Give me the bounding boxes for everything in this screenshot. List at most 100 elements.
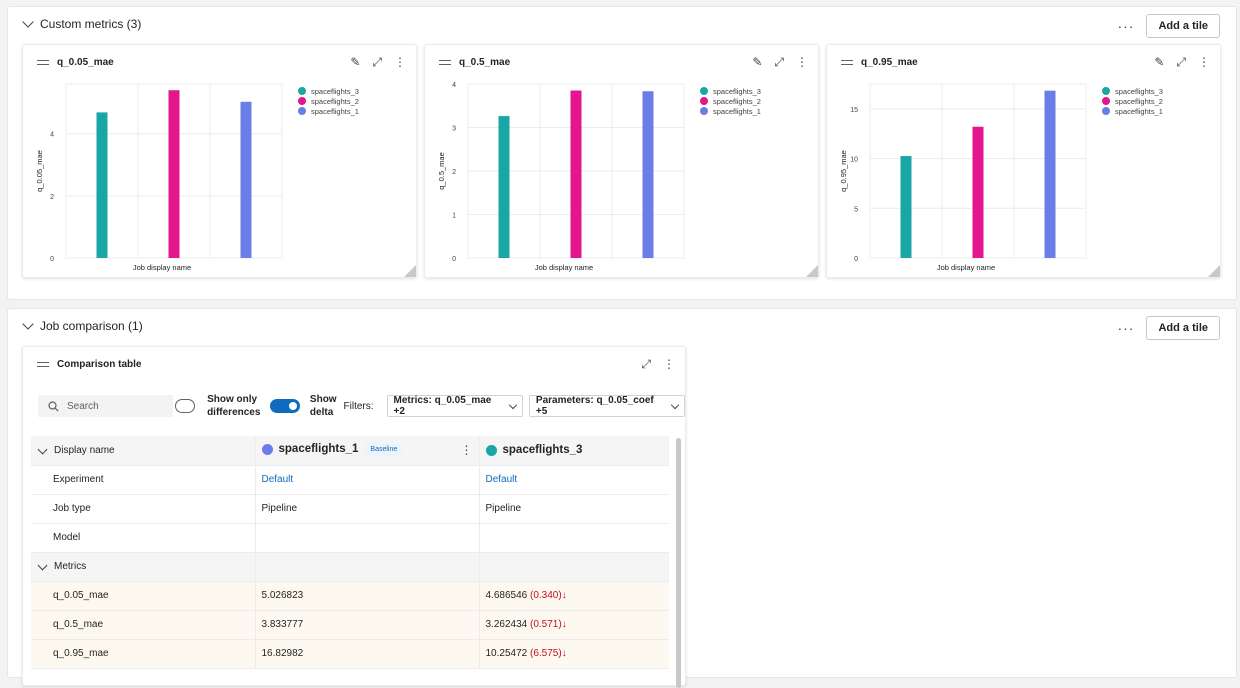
chevron-down-icon[interactable]: [37, 560, 48, 571]
x-axis-label: Job display name: [133, 263, 191, 272]
resize-handle-icon[interactable]: [1208, 265, 1220, 277]
bar-chart: 0 2 4 Job display name q_0.05_mae spaceflight…: [35, 83, 359, 272]
legend-swatch: [700, 87, 708, 95]
search-icon: [48, 400, 59, 412]
legend-swatch: [298, 107, 306, 115]
comparison-table: Display name spaceflights_1 Baseline ⋮ sp…: [31, 436, 669, 669]
expand-icon[interactable]: ⤢: [641, 357, 651, 371]
legend-label: spaceflights_2: [713, 97, 761, 106]
legend-label: spaceflights_1: [713, 107, 761, 116]
delta-value: (0.571): [530, 619, 562, 630]
more-vertical-icon[interactable]: ⋮: [460, 443, 473, 458]
expand-icon[interactable]: ⤢: [372, 55, 382, 69]
legend-label: spaceflights_3: [713, 87, 761, 96]
filter-bar: Search Show only differences Show delta …: [38, 393, 686, 419]
custom-metrics-header[interactable]: Custom metrics (3): [22, 16, 142, 31]
legend-swatch: [298, 87, 306, 95]
search-input[interactable]: Search: [38, 395, 174, 417]
chart-tile-q05: 0 1 2 3 4 Job display name q_0.5_mae spacefligh…: [424, 44, 819, 278]
table-header-row: Display name spaceflights_1 Baseline ⋮ sp…: [31, 436, 669, 466]
edit-icon[interactable]: ✎: [1154, 55, 1165, 69]
group-label[interactable]: Metrics: [31, 552, 255, 582]
resize-handle-icon[interactable]: [806, 265, 818, 277]
more-vertical-icon[interactable]: ⋮: [1198, 55, 1210, 69]
more-vertical-icon[interactable]: ⋮: [663, 357, 675, 371]
y-tick-label: 5: [854, 206, 858, 213]
row-label: q_0.05_mae: [31, 581, 255, 611]
more-options-icon[interactable]: ···: [1117, 18, 1135, 34]
job-comparison-header[interactable]: Job comparison (1): [22, 318, 143, 333]
filters-label: Filters:: [343, 400, 374, 412]
bar-chart: 0 5 10 15 Job display name q_0.95_mae spacefli…: [839, 83, 1163, 272]
add-tile-button[interactable]: Add a tile: [1146, 14, 1220, 38]
resize-handle-icon[interactable]: [404, 265, 416, 277]
metrics-filter-dropdown[interactable]: Metrics: q_0.05_mae +2: [386, 395, 523, 417]
more-vertical-icon[interactable]: ⋮: [394, 55, 406, 69]
run-column-header[interactable]: spaceflights_3: [478, 436, 669, 466]
run-name: spaceflights_3: [502, 444, 583, 457]
section-title: Custom metrics (3): [40, 17, 142, 31]
chevron-down-icon[interactable]: [37, 444, 48, 455]
legend-swatch: [700, 97, 708, 105]
drag-handle-icon[interactable]: [37, 362, 49, 367]
legend-swatch: [1102, 87, 1110, 95]
edit-icon[interactable]: ✎: [350, 55, 361, 69]
arrow-down-icon: ↓: [561, 590, 567, 601]
chevron-down-icon[interactable]: [22, 318, 34, 330]
more-options-icon[interactable]: ···: [1117, 320, 1135, 336]
baseline-badge: Baseline: [364, 443, 404, 457]
table-row: q_0.05_mae 5.026823 4.686546 (0.340)↓: [31, 581, 669, 611]
chart-tile-q005: 0 2 4 Job display name q_0.05_mae spaceflight…: [22, 44, 417, 278]
more-vertical-icon[interactable]: ⋮: [796, 55, 808, 69]
run-column-header[interactable]: spaceflights_1 Baseline ⋮: [254, 436, 479, 466]
drag-handle-icon[interactable]: [841, 60, 853, 65]
y-tick-label: 2: [452, 169, 456, 176]
table-row: Experiment Default Default: [31, 465, 669, 495]
edit-icon[interactable]: ✎: [752, 55, 763, 69]
bar-spaceflights_1: [642, 91, 654, 258]
experiment-link[interactable]: Default: [478, 465, 669, 495]
bar-spaceflights_2: [570, 90, 582, 259]
row-label: Experiment: [31, 465, 255, 495]
add-tile-button[interactable]: Add a tile: [1146, 316, 1220, 340]
legend-label: spaceflights_3: [1115, 87, 1163, 96]
job-comparison-section: Job comparison (1) ··· Add a tile Compar…: [7, 308, 1237, 688]
search-placeholder: Search: [67, 400, 99, 412]
tile-title: q_0.5_mae: [459, 57, 511, 68]
chevron-down-icon: [508, 400, 518, 409]
drag-handle-icon[interactable]: [439, 60, 451, 65]
arrow-down-icon: ↓: [561, 648, 567, 659]
parameters-filter-dropdown[interactable]: Parameters: q_0.05_coef +5: [528, 395, 686, 417]
chevron-down-icon: [670, 400, 680, 409]
run-name: spaceflights_1: [278, 443, 359, 456]
expand-icon[interactable]: ⤢: [774, 55, 784, 69]
chart-tile-q095: 0 5 10 15 Job display name q_0.95_mae spacefli…: [826, 44, 1221, 278]
x-axis-label: Job display name: [937, 263, 995, 272]
metrics-group-row[interactable]: Metrics: [31, 552, 669, 582]
bar-spaceflights_3: [900, 156, 912, 258]
y-axis-label: q_0.5_mae: [437, 152, 446, 190]
show-delta-toggle[interactable]: [270, 399, 300, 413]
run-color-dot: [485, 445, 497, 457]
show-only-differences-toggle[interactable]: [175, 399, 196, 413]
bar-spaceflights_2: [168, 90, 180, 258]
bar-spaceflights_3: [96, 112, 108, 258]
legend-label: spaceflights_2: [311, 97, 359, 106]
cell-value: 3.262434 (0.571)↓: [478, 610, 669, 640]
drag-handle-icon[interactable]: [37, 60, 49, 65]
bar-chart: 0 1 2 3 4 Job display name q_0.5_mae spacefligh…: [437, 82, 761, 272]
x-axis-label: Job display name: [535, 263, 593, 272]
delta-value: (6.575): [530, 648, 562, 659]
expand-icon[interactable]: ⤢: [1176, 55, 1186, 69]
cell-value: 4.686546 (0.340)↓: [478, 581, 669, 611]
y-tick-label: 15: [850, 107, 858, 114]
y-tick-label: 0: [854, 256, 858, 263]
experiment-link[interactable]: Default: [254, 465, 479, 495]
legend-label: spaceflights_3: [311, 87, 359, 96]
chevron-down-icon[interactable]: [22, 16, 34, 28]
row-label: q_0.95_mae: [31, 639, 255, 669]
vertical-scrollbar[interactable]: [676, 438, 681, 688]
display-name-header[interactable]: Display name: [31, 436, 255, 466]
bar-spaceflights_3: [498, 116, 510, 258]
custom-metrics-section: Custom metrics (3) ··· Add a tile 0 2 4 Job…: [7, 6, 1237, 300]
